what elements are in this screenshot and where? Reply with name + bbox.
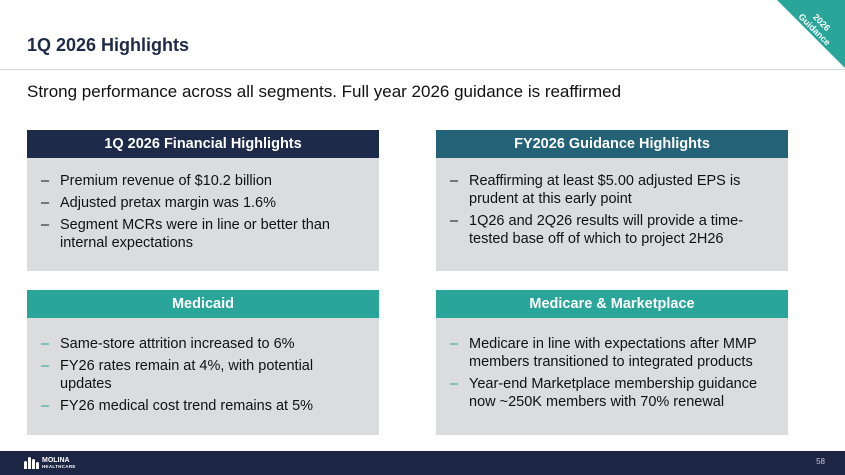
bullet-item: –1Q26 and 2Q26 results will provide a ti… [450,212,772,248]
title-divider [0,69,845,70]
logo-name: MOLINA [42,457,70,464]
bullet-text: Premium revenue of $10.2 billion [60,173,272,189]
bullet-item: – Reaffirming at least $5.00 adjusted EPS… [450,172,772,208]
bullet-dash: – [450,376,459,392]
bullet-dash: – [450,173,459,189]
bullet-text: 1Q26 and 2Q26 results will provide a tim… [469,213,744,247]
company-logo: MOLINA HEALTHCARE [24,455,76,471]
panel-heading: Medicaid [27,290,379,318]
slide-subtitle: Strong performance across all segments. … [27,82,622,101]
bullet-dash: – [41,358,50,374]
bullet-text: Adjusted pretax margin was 1.6% [60,195,276,211]
bullet-dash: – [450,336,459,352]
page-number: 58 [816,457,825,466]
medicaid-panel: Medicaid – Same-store attrition increased… [27,290,379,435]
guidance-corner-badge [777,0,845,68]
logo-figures-icon [24,457,39,469]
panel-body: – Medicare in line with expectations afte… [436,318,788,435]
panel-body: – Premium revenue of $10.2 billion – Adjus… [27,158,379,271]
bullet-item: – FY26 medical cost trend remains at 5% [41,397,363,415]
bullet-item: – Same-store attrition increased to 6% [41,335,363,353]
bullet-list: – Premium revenue of $10.2 billion – Adjus… [41,172,363,252]
bullet-text: Segment MCRs were in line or better than… [60,217,330,251]
panel-body: – Same-store attrition increased to 6% – F… [27,318,379,435]
logo-subname: HEALTHCARE [42,464,76,469]
bullet-text: FY26 medical cost trend remains at 5% [60,398,314,414]
bullet-item: – FY26 rates remain at 4%, with potential… [41,357,363,393]
slide-title: 1Q 2026 Highlights [27,35,190,55]
bullet-item: – Year-end Marketplace membership guidanc… [450,375,772,411]
financial-highlights-panel: 1Q 2026 Financial Highlights – Premium re… [27,130,379,271]
bullet-text: Year-end Marketplace membership guidance… [469,376,758,410]
bullet-item: – Premium revenue of $10.2 billion [41,172,363,190]
bullet-dash: – [41,217,50,233]
guidance-highlights-panel: FY2026 Guidance Highlights – Reaffirming … [436,130,788,271]
bullet-dash: – [450,213,459,229]
bullet-list: – Reaffirming at least $5.00 adjusted EPS… [450,172,772,248]
bullet-dash: – [41,336,50,352]
logo-wordmark: MOLINA HEALTHCARE [42,457,76,469]
footer-bar: MOLINA HEALTHCARE 58 [0,451,845,475]
panel-body: – Reaffirming at least $5.00 adjusted EPS… [436,158,788,271]
bullet-dash: – [41,398,50,414]
bullet-item: – Adjusted pretax margin was 1.6% [41,194,363,212]
panel-heading: 1Q 2026 Financial Highlights [27,130,379,158]
bullet-text: Reaffirming at least $5.00 adjusted EPS … [469,173,741,207]
bullet-list: – Same-store attrition increased to 6% – F… [41,335,363,415]
bullet-text: Same-store attrition increased to 6% [60,336,295,352]
bullet-text: FY26 rates remain at 4%, with potential … [60,358,314,392]
bullet-dash: – [41,195,50,211]
bullet-list: – Medicare in line with expectations afte… [450,335,772,411]
panel-heading: Medicare & Marketplace [436,290,788,318]
bullet-text: Medicare in line with expectations after… [469,336,757,370]
bullet-item: – Medicare in line with expectations afte… [450,335,772,371]
bullet-dash: – [41,173,50,189]
panel-heading: FY2026 Guidance Highlights [436,130,788,158]
bullet-item: – Segment MCRs were in line or better tha… [41,216,363,252]
medicare-marketplace-panel: Medicare & Marketplace – Medicare in line… [436,290,788,435]
